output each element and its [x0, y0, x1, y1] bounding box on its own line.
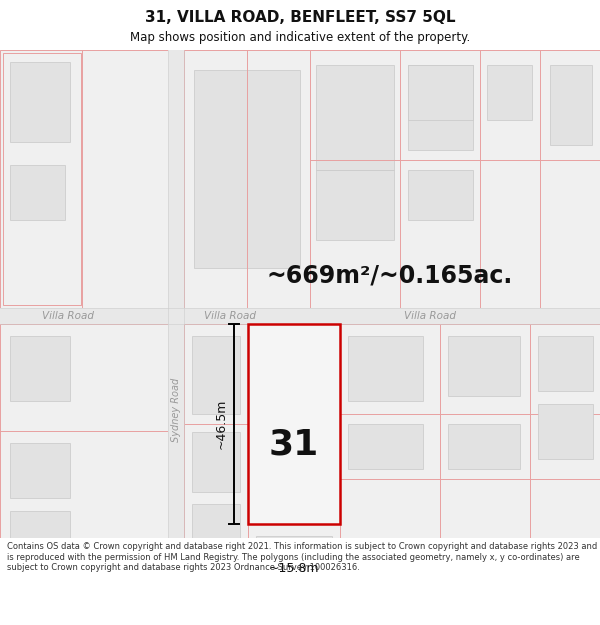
- Text: Villa Road: Villa Road: [404, 311, 456, 321]
- Bar: [254, 469, 334, 517]
- Text: Map shows position and indicative extent of the property.: Map shows position and indicative extent…: [130, 31, 470, 44]
- Bar: [538, 336, 593, 391]
- Text: Contains OS data © Crown copyright and database right 2021. This information is : Contains OS data © Crown copyright and d…: [7, 542, 598, 572]
- Bar: [184, 50, 310, 308]
- Bar: [168, 50, 184, 538]
- Text: ~15.8m: ~15.8m: [269, 561, 319, 574]
- Bar: [310, 50, 600, 308]
- Bar: [254, 332, 334, 394]
- Bar: [316, 170, 394, 240]
- Bar: [3, 53, 81, 305]
- Bar: [487, 65, 532, 120]
- Bar: [348, 424, 423, 469]
- Bar: [192, 504, 240, 549]
- Bar: [340, 324, 600, 538]
- Bar: [184, 324, 248, 538]
- Bar: [316, 65, 394, 170]
- Bar: [408, 170, 473, 220]
- Bar: [192, 336, 240, 414]
- Bar: [10, 336, 70, 401]
- Bar: [448, 336, 520, 396]
- Bar: [550, 65, 592, 145]
- Text: ~46.5m: ~46.5m: [215, 399, 227, 449]
- Bar: [184, 324, 600, 538]
- Bar: [448, 424, 520, 469]
- Bar: [0, 50, 168, 308]
- Text: ~669m²/~0.165ac.: ~669m²/~0.165ac.: [267, 263, 513, 287]
- Bar: [408, 65, 473, 150]
- Bar: [194, 70, 300, 268]
- Bar: [348, 336, 423, 401]
- Text: 31: 31: [269, 427, 319, 461]
- Bar: [10, 511, 70, 556]
- Bar: [408, 65, 473, 120]
- Bar: [248, 324, 340, 524]
- Bar: [10, 165, 65, 220]
- Bar: [538, 404, 593, 459]
- Bar: [0, 308, 600, 324]
- Text: Villa Road: Villa Road: [42, 311, 94, 321]
- Text: 31, VILLA ROAD, BENFLEET, SS7 5QL: 31, VILLA ROAD, BENFLEET, SS7 5QL: [145, 9, 455, 24]
- Text: Sydney Road: Sydney Road: [171, 378, 181, 442]
- Bar: [256, 536, 332, 574]
- Bar: [248, 524, 340, 538]
- Bar: [10, 62, 70, 142]
- Bar: [192, 432, 240, 492]
- Bar: [10, 443, 70, 498]
- Bar: [0, 324, 168, 538]
- Text: Villa Road: Villa Road: [204, 311, 256, 321]
